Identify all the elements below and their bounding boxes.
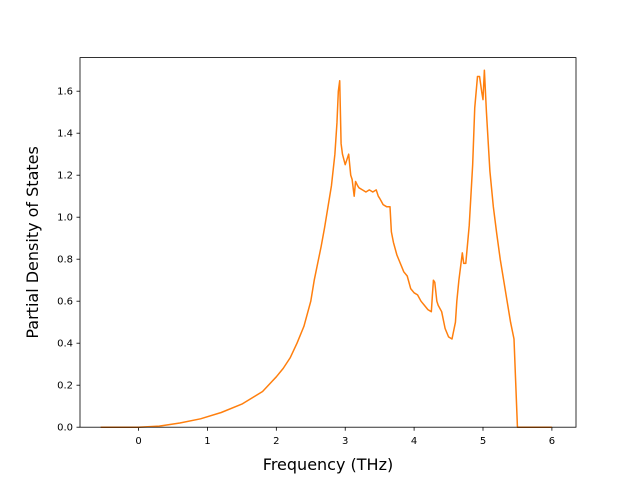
x-tick-label: 2 (273, 436, 279, 447)
y-tick-label: 0.0 (57, 423, 73, 434)
plot-area (80, 57, 576, 428)
x-tick-label: 6 (549, 436, 555, 447)
x-tick-label: 4 (411, 436, 417, 447)
y-tick-label: 0.4 (57, 339, 73, 350)
y-axis-label: Partial Density of States (23, 146, 42, 338)
y-tick-label: 1.2 (57, 171, 73, 182)
pdos-series-line (100, 69, 552, 428)
x-tick-label: 0 (135, 436, 141, 447)
y-tick-label: 1.4 (57, 129, 73, 140)
y-tick-label: 1.6 (57, 87, 73, 98)
y-tick-label: 0.2 (57, 381, 73, 392)
x-tick-label: 1 (204, 436, 210, 447)
plot-frame (79, 57, 577, 428)
y-tick-label: 0.6 (57, 297, 73, 308)
x-tick-label: 3 (342, 436, 348, 447)
x-tick-label: 5 (480, 436, 486, 447)
axis-ticks: 0 1 2 3 4 5 6 0.0 0.2 0.4 0.6 0.8 1.0 1.2 1.4 1.6 (57, 87, 555, 448)
y-tick-label: 0.8 (57, 255, 73, 266)
y-tick-label: 1.0 (57, 213, 73, 224)
x-axis-label: Frequency (THz) (263, 455, 393, 474)
